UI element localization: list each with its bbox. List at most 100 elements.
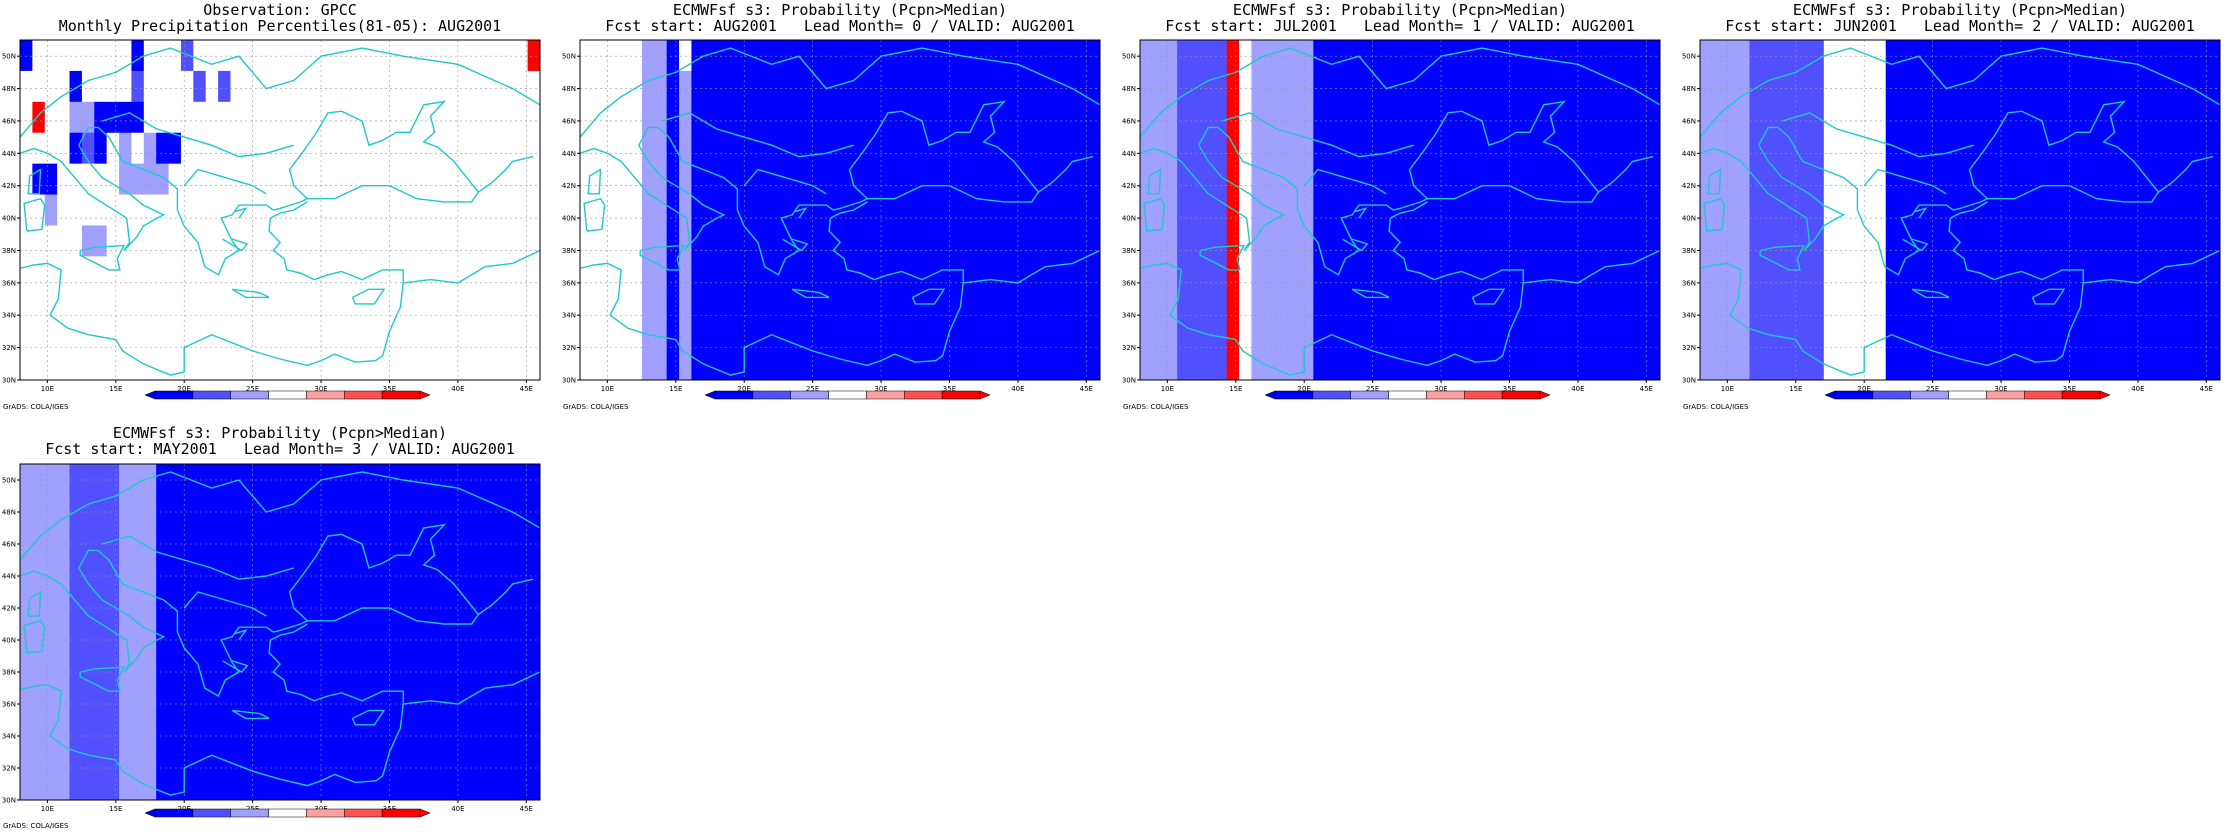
grid-cell — [1935, 318, 1949, 350]
grid-cell — [156, 464, 170, 496]
grid-cell — [341, 287, 355, 319]
grid-cell — [106, 132, 120, 165]
grid-cell — [20, 70, 33, 103]
grid-cell — [802, 40, 816, 72]
grid-cell — [143, 287, 157, 319]
grid-cell — [156, 555, 170, 587]
grid-cell — [416, 101, 430, 134]
grid-cell — [515, 586, 529, 618]
grid-cell — [1177, 256, 1191, 288]
grid-cell — [1214, 194, 1228, 226]
grid-cell — [1325, 40, 1339, 72]
grid-cell — [728, 132, 742, 165]
grid-cell — [1848, 40, 1862, 72]
coastline — [1351, 288, 1390, 299]
grid-cell — [44, 586, 58, 618]
grid-cell — [1598, 40, 1611, 72]
grid-cell — [1461, 163, 1475, 196]
grid-cell — [1325, 225, 1339, 257]
grid-cell — [1598, 194, 1611, 226]
grid-cell — [391, 494, 405, 526]
grid-cell — [778, 70, 791, 103]
grid-cell — [428, 349, 442, 381]
grid-cell — [354, 318, 368, 350]
grid-cell — [366, 349, 380, 381]
grid-cell — [1700, 163, 1713, 196]
grid-cell — [1313, 70, 1327, 103]
grid-cell — [1799, 163, 1812, 196]
grid-cell — [391, 349, 405, 381]
grid-cell — [1288, 256, 1302, 288]
grid-cell — [1201, 163, 1215, 196]
grid-cell — [1387, 318, 1401, 350]
grid-cell — [242, 738, 256, 770]
grid-cell — [877, 225, 891, 257]
grid-cell — [641, 194, 655, 226]
grid-cell — [1774, 70, 1788, 103]
grid-cell — [2071, 256, 2085, 288]
grid-cell — [1823, 349, 1837, 381]
grid-cell — [180, 555, 194, 587]
grid-cell — [428, 194, 442, 226]
grid-cell — [69, 40, 83, 72]
grid-cell — [790, 101, 804, 134]
grid-cell — [1885, 163, 1899, 196]
grid-cell — [180, 163, 194, 196]
grid-cell — [391, 647, 405, 679]
grid-cell — [1799, 256, 1812, 288]
grid-cell — [242, 40, 256, 72]
grid-cell — [864, 132, 878, 165]
coastline — [1140, 47, 1660, 138]
grid-cell — [304, 318, 318, 350]
grid-cell — [951, 132, 965, 165]
grid-cell — [156, 647, 170, 679]
grid-cell — [515, 769, 529, 801]
grid-cell — [304, 70, 318, 103]
grid-cell — [1424, 225, 1438, 257]
grid-cell — [1823, 287, 1837, 319]
grid-cell — [1647, 287, 1661, 319]
grid-cell — [852, 132, 866, 165]
grid-cell — [1786, 349, 1800, 381]
grid-cell — [2083, 349, 2097, 381]
y-tick-label: 32N — [2, 765, 16, 773]
grid-cell — [629, 287, 643, 319]
grid-cell — [604, 70, 618, 103]
grid-cell — [57, 616, 71, 648]
grid-cell — [1087, 194, 1101, 226]
grid-cell — [1449, 194, 1463, 226]
grid-cell — [1375, 349, 1389, 381]
grid-cell — [1700, 132, 1713, 165]
grid-cell — [218, 70, 231, 103]
grid-cell — [2096, 256, 2110, 288]
grid-cell — [156, 287, 170, 319]
grid-cell — [2133, 132, 2147, 165]
grid-cell — [1276, 349, 1290, 381]
grid-cell — [119, 525, 132, 557]
grid-cell — [1774, 287, 1788, 319]
grid-cell — [2170, 40, 2184, 72]
map-panel-lead1: ECMWFsf s3: Probability (Pcpn>Median) Fc… — [1120, 0, 1680, 420]
grid-cell — [379, 677, 392, 709]
grid-cell — [453, 163, 467, 196]
grid-cell — [666, 318, 680, 350]
grid-cell — [1424, 318, 1438, 350]
grid-cell — [440, 555, 454, 587]
grid-cell — [666, 256, 680, 288]
grid-cell — [354, 464, 368, 496]
grid-cell — [1424, 163, 1438, 196]
grid-cell — [1598, 225, 1611, 257]
coastline — [20, 47, 540, 138]
grid-cell — [951, 70, 965, 103]
grid-cell — [1811, 132, 1825, 165]
grid-cell — [515, 494, 529, 526]
color-bar-segment — [1312, 390, 1351, 400]
grid-cell — [2009, 163, 2023, 196]
grid-cell — [218, 163, 231, 196]
grid-cell — [2195, 132, 2209, 165]
grid-cell — [1375, 70, 1389, 103]
grid-cell — [1984, 225, 1998, 257]
grid-cell — [1387, 40, 1401, 72]
grid-cell — [255, 525, 269, 557]
grid-cell — [465, 163, 479, 196]
